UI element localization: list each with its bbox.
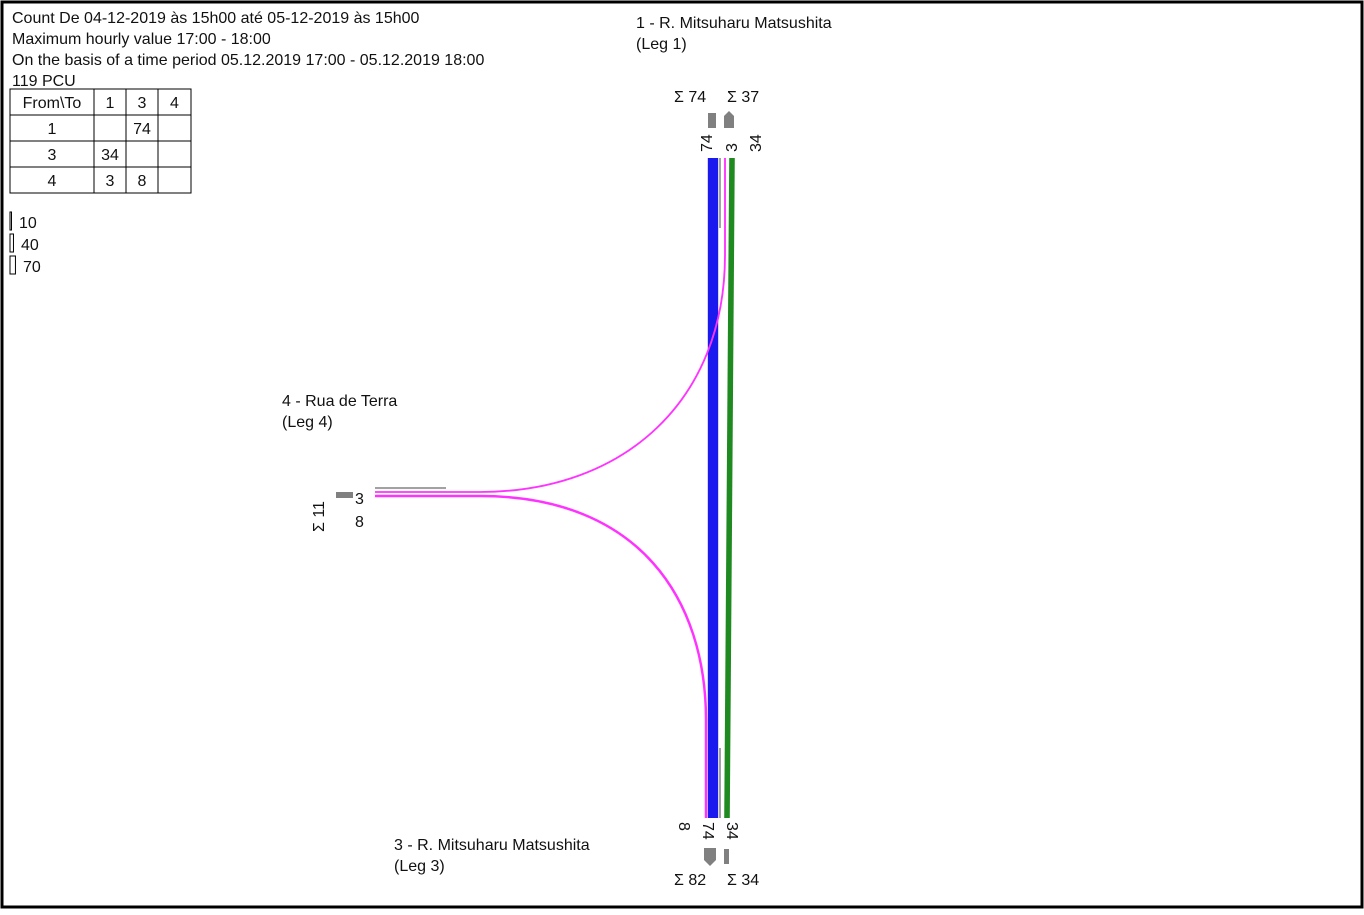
table-text: 4: [48, 173, 57, 190]
flows: [375, 157, 735, 819]
lane-count: 3: [355, 491, 364, 508]
arrow-block: [704, 848, 716, 866]
table-text: 3: [48, 147, 57, 164]
leg-sum: Σ 37: [727, 89, 759, 106]
header-line: On the basis of a time period 05.12.2019…: [12, 52, 484, 69]
lane-count: 74: [699, 822, 716, 840]
lane-count: 8: [675, 822, 692, 831]
leg-sum: Σ 74: [674, 89, 706, 106]
lane-count: 34: [748, 134, 765, 152]
lane-count: 8: [355, 514, 364, 531]
header: Count De 04-12-2019 às 15h00 até 05-12-2…: [12, 10, 484, 90]
header-line: Maximum hourly value 17:00 - 18:00: [12, 31, 271, 48]
leg-3: 3 - R. Mitsuharu Matsushita (Leg 3) 8 74…: [394, 822, 759, 889]
table-cell: [125, 114, 159, 142]
arrow-block: [336, 492, 353, 498]
table-text: 3: [106, 173, 115, 190]
leg-name: 1 - R. Mitsuharu Matsushita: [636, 15, 832, 32]
arrow-block: [708, 113, 716, 128]
table-text: 74: [133, 121, 151, 138]
scale-legend: 10 40 70: [9, 211, 41, 276]
lane-count: 3: [724, 143, 741, 152]
scale-label: 40: [21, 237, 39, 254]
table-cell: [93, 140, 127, 168]
decor: [336, 111, 734, 866]
table-cell: [125, 88, 159, 116]
table-cell: [9, 114, 95, 142]
table-header: From\To: [23, 95, 82, 112]
leg-id: (Leg 1): [636, 36, 687, 53]
table-cell: [157, 114, 192, 142]
od-table: From\To 1 3 41 743 344 3 8: [9, 88, 192, 194]
leg-id: (Leg 3): [394, 858, 445, 875]
leg-sum: Σ 34: [727, 872, 759, 889]
table-text: 34: [101, 147, 119, 164]
leg-name: 4 - Rua de Terra: [282, 393, 397, 410]
scale-bar: [9, 255, 16, 275]
scale-label: 10: [19, 215, 37, 232]
table-cell: [157, 88, 192, 116]
scale-label: 70: [23, 259, 41, 276]
table-cell: [93, 166, 127, 194]
arrow-block: [724, 111, 734, 128]
flow: [375, 158, 726, 493]
header-line: 119 PCU: [12, 73, 76, 90]
table-cell: [157, 140, 192, 168]
scale-bar: [9, 211, 12, 231]
table-text: 8: [138, 173, 147, 190]
table-cell: [125, 140, 159, 168]
table-cell: [93, 88, 127, 116]
table-header: 1: [106, 95, 115, 112]
leg-4: 4 - Rua de Terra (Leg 4) Σ 11 3 8: [282, 393, 397, 532]
lane-count: 34: [723, 822, 740, 840]
table-header: 4: [170, 95, 179, 112]
arrow-block: [724, 849, 729, 864]
leg-sum: Σ 11: [311, 501, 328, 532]
header-line: Count De 04-12-2019 às 15h00 até 05-12-2…: [12, 10, 420, 27]
table-cell: [157, 166, 192, 194]
scale-bar: [9, 233, 14, 253]
table-text: 1: [48, 121, 57, 138]
leg-id: (Leg 4): [282, 414, 333, 431]
leg-1: 1 - R. Mitsuharu Matsushita (Leg 1) Σ 74…: [636, 15, 832, 152]
table-cell: [9, 140, 95, 168]
lane-count: 74: [699, 134, 716, 152]
leg-name: 3 - R. Mitsuharu Matsushita: [394, 837, 590, 854]
flow: [724, 157, 735, 819]
table-header: 3: [138, 95, 147, 112]
flow: [375, 494, 708, 818]
table-cell: [93, 114, 127, 142]
leg-sum: Σ 82: [674, 872, 706, 889]
